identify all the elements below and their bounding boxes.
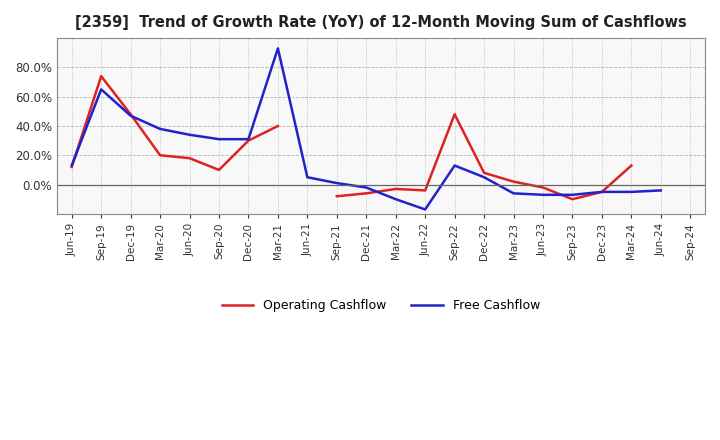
- Free Cashflow: [274, 46, 282, 51]
- Free Cashflow: [480, 175, 488, 180]
- Operating Cashflow: [274, 123, 282, 128]
- Free Cashflow: [539, 192, 547, 198]
- Operating Cashflow: [126, 112, 135, 117]
- Free Cashflow: [598, 189, 606, 194]
- Line: Free Cashflow: Free Cashflow: [72, 48, 661, 209]
- Free Cashflow: [185, 132, 194, 137]
- Free Cashflow: [244, 136, 253, 142]
- Operating Cashflow: [185, 156, 194, 161]
- Free Cashflow: [68, 163, 76, 168]
- Free Cashflow: [126, 113, 135, 118]
- Line: Operating Cashflow: Operating Cashflow: [72, 76, 278, 170]
- Free Cashflow: [362, 185, 371, 190]
- Free Cashflow: [657, 188, 665, 193]
- Free Cashflow: [392, 197, 400, 202]
- Free Cashflow: [156, 126, 164, 132]
- Free Cashflow: [568, 192, 577, 198]
- Operating Cashflow: [156, 153, 164, 158]
- Free Cashflow: [333, 180, 341, 186]
- Free Cashflow: [303, 175, 312, 180]
- Operating Cashflow: [244, 138, 253, 143]
- Legend: Operating Cashflow, Free Cashflow: Operating Cashflow, Free Cashflow: [217, 294, 545, 317]
- Free Cashflow: [421, 207, 430, 212]
- Operating Cashflow: [97, 73, 106, 79]
- Operating Cashflow: [215, 167, 223, 172]
- Free Cashflow: [627, 189, 636, 194]
- Free Cashflow: [509, 191, 518, 196]
- Operating Cashflow: [68, 165, 76, 170]
- Free Cashflow: [97, 87, 106, 92]
- Title: [2359]  Trend of Growth Rate (YoY) of 12-Month Moving Sum of Cashflows: [2359] Trend of Growth Rate (YoY) of 12-…: [75, 15, 687, 30]
- Free Cashflow: [450, 163, 459, 168]
- Free Cashflow: [215, 136, 223, 142]
